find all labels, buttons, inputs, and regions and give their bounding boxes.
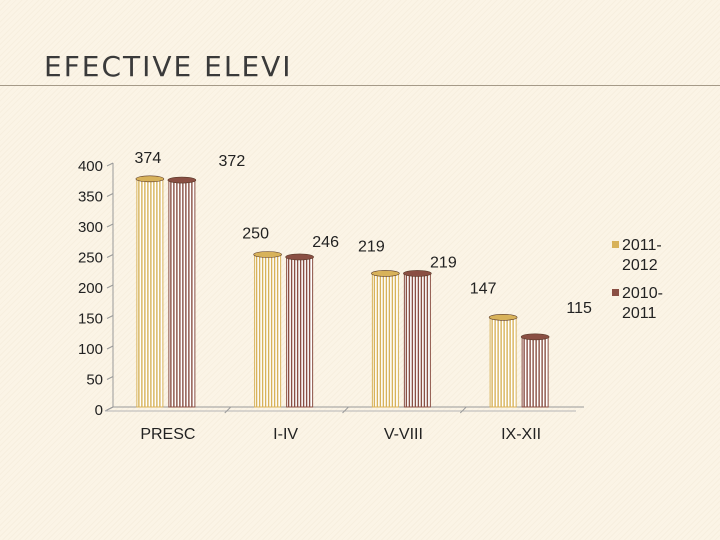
bar (135, 175, 165, 408)
y-tick (106, 254, 114, 258)
legend-label-2011-2012-line1: 2011- (622, 237, 662, 254)
bar (488, 314, 518, 408)
y-tick (106, 406, 114, 411)
y-tick-label: 300 (78, 219, 103, 236)
y-tick (106, 376, 114, 380)
y-tick (106, 193, 114, 197)
legend-swatch-2010-2011 (612, 289, 619, 296)
x-separator (459, 406, 467, 414)
y-tick-label: 150 (78, 311, 103, 328)
data-label: 219 (430, 254, 457, 271)
x-separator (342, 406, 349, 414)
data-label: 246 (312, 234, 339, 251)
y-tick-label: 350 (78, 189, 103, 206)
x-tick-label: I-IV (273, 426, 298, 443)
bar (253, 251, 282, 408)
y-tick-label: 100 (78, 341, 103, 358)
legend-label-2011-2012-line2: 2012 (622, 257, 658, 274)
x-tick-label: IX-XII (501, 426, 541, 443)
y-tick (106, 162, 114, 167)
y-tick-label: 50 (86, 372, 103, 389)
legend-swatch-2011-2012 (612, 241, 619, 248)
data-label: 219 (358, 238, 385, 255)
bar (285, 253, 314, 408)
y-tick-label: 250 (78, 250, 103, 267)
bar (371, 270, 400, 408)
y-tick (106, 284, 114, 289)
y-tick (106, 223, 114, 228)
y-tick (106, 315, 114, 319)
data-label: 372 (219, 153, 246, 170)
page-title: EFECTIVE ELEVI (44, 50, 293, 83)
legend-item-2010-2011: 2010- 2011 (612, 284, 663, 324)
data-label: 374 (135, 150, 162, 167)
data-label: 147 (470, 280, 497, 297)
x-tick-label: PRESC (140, 426, 195, 443)
x-tick-label: V-VIII (384, 426, 423, 443)
data-label: 115 (566, 300, 592, 317)
x-separator (224, 406, 232, 414)
chart-legend: 2011- 2012 2010- 2011 (612, 236, 663, 332)
data-label: 250 (242, 226, 269, 243)
bar (403, 270, 432, 408)
legend-item-2011-2012: 2011- 2012 (612, 236, 663, 276)
y-tick-label: 200 (78, 280, 103, 297)
legend-label-2010-2011-line2: 2011 (622, 305, 657, 322)
title-divider (0, 85, 720, 86)
bar (167, 176, 197, 408)
y-tick (106, 345, 114, 350)
y-tick-label: 400 (78, 158, 103, 175)
legend-label-2010-2011-line1: 2010- (622, 285, 663, 302)
y-tick-label: 0 (95, 402, 103, 419)
bar (520, 333, 550, 408)
